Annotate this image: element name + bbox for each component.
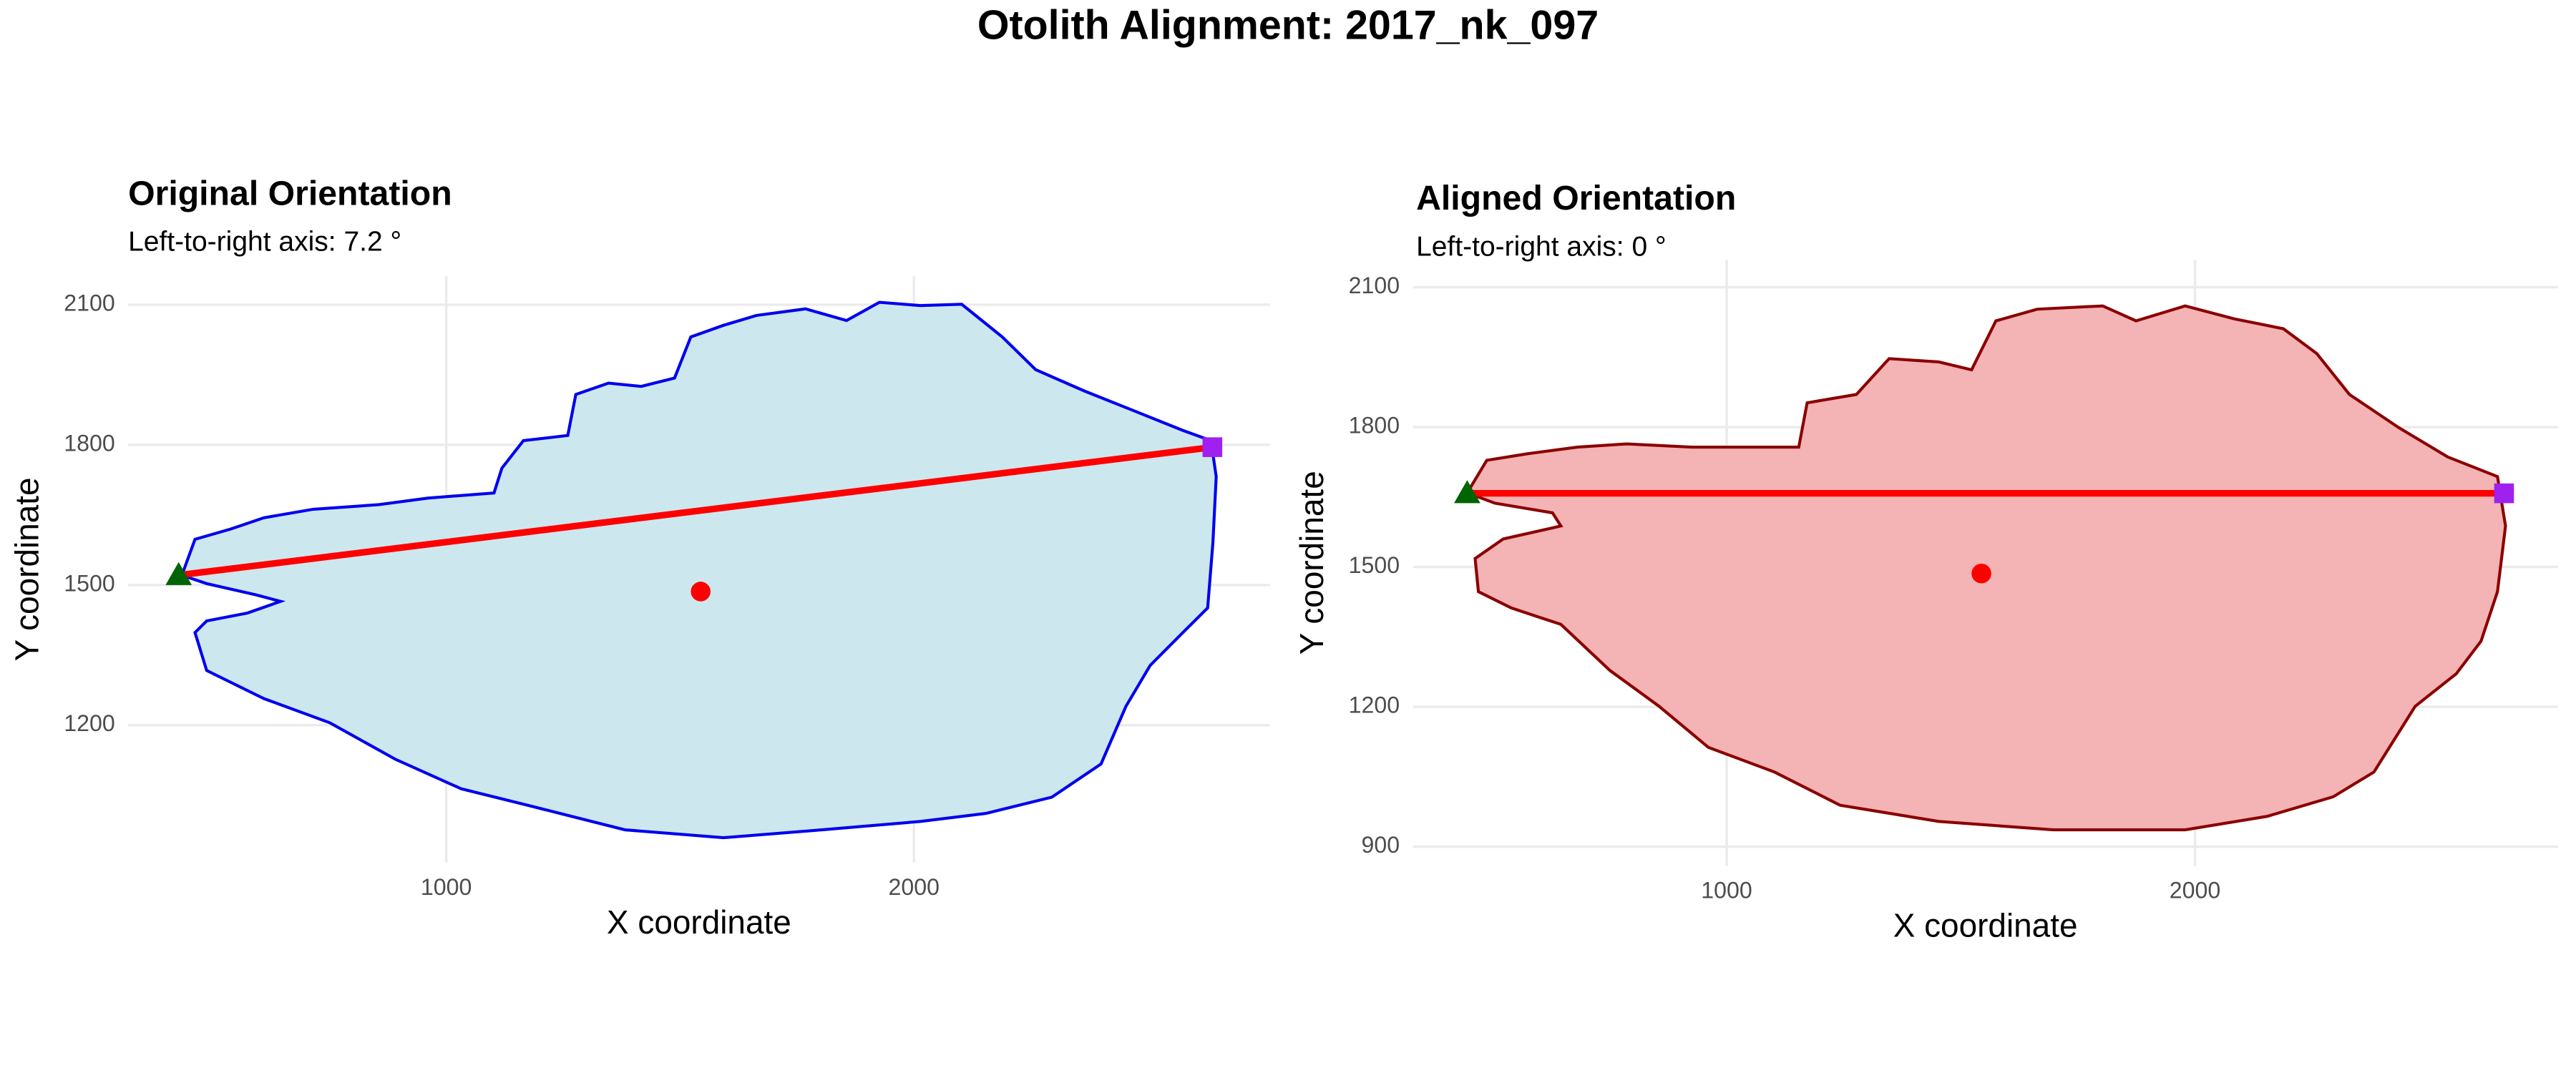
y-tick-label: 1800 xyxy=(1349,413,1400,438)
start-point xyxy=(165,562,192,585)
centroid xyxy=(1971,563,1991,584)
y-tick-label: 2100 xyxy=(64,290,114,315)
x-tick-label: 2000 xyxy=(2170,878,2220,903)
x-tick-label: 1000 xyxy=(421,874,472,900)
figure-title: Otolith Alignment: 2017_nk_097 xyxy=(977,3,1599,49)
y-tick-label: 2100 xyxy=(1349,273,1400,298)
panel-title: Aligned Orientation xyxy=(1416,179,1736,217)
end-point xyxy=(2494,483,2514,504)
y-tick-label: 900 xyxy=(1362,832,1400,858)
axis-line xyxy=(178,444,1213,579)
y-tick-label: 1200 xyxy=(64,710,114,736)
panel-title: Original Orientation xyxy=(128,174,452,212)
y-tick-label: 1500 xyxy=(1349,552,1400,578)
y-axis-label: Y coordinate xyxy=(1293,471,1330,655)
x-tick-label: 2000 xyxy=(889,874,940,900)
y-tick-label: 1200 xyxy=(1349,692,1400,718)
x-tick-label: 1000 xyxy=(1701,878,1752,903)
panel-subtitle: Left-to-right axis: 7.2 ° xyxy=(128,226,401,257)
panel-subtitle: Left-to-right axis: 0 ° xyxy=(1416,231,1667,262)
otolith-outline xyxy=(180,300,1218,840)
x-axis-label: X coordinate xyxy=(607,903,791,941)
centroid xyxy=(691,582,711,602)
y-tick-label: 1500 xyxy=(64,570,114,596)
end-point xyxy=(1202,437,1223,457)
start-point xyxy=(1454,480,1480,504)
y-tick-label: 1800 xyxy=(64,430,114,456)
y-axis-label: Y coordinate xyxy=(8,477,45,661)
x-axis-label: X coordinate xyxy=(1893,907,2078,944)
